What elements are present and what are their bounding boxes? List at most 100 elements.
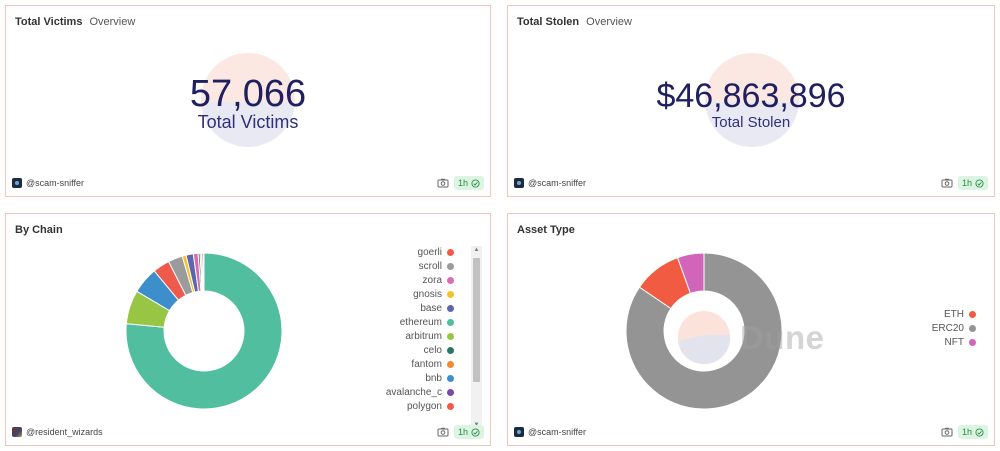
legend-item-polygon[interactable]: polygon: [407, 401, 454, 412]
legend-swatch: [447, 319, 454, 326]
legend-item-nft[interactable]: NFT: [945, 337, 976, 348]
asset-legend: ETH ERC20 NFT: [932, 309, 976, 348]
overview-tab[interactable]: Overview: [586, 16, 632, 28]
legend-label: goerli: [417, 247, 442, 258]
legend-label: ethereum: [399, 317, 442, 328]
card-header: By Chain: [15, 224, 63, 236]
legend-item-scroll[interactable]: scroll: [419, 261, 454, 272]
center-overlay: [678, 311, 731, 365]
card-footer-actions: 1h: [941, 425, 988, 439]
card-footer-actions: 1h: [941, 176, 988, 190]
legend-label: zora: [422, 275, 442, 286]
legend-swatch: [969, 311, 976, 318]
scroll-thumb[interactable]: [473, 258, 480, 382]
legend-item-bnb[interactable]: bnb: [425, 373, 454, 384]
counter-value: 57,066: [189, 73, 307, 115]
card-header: Asset Type: [517, 224, 575, 236]
legend-swatch: [447, 361, 454, 368]
camera-icon[interactable]: [437, 177, 449, 189]
legend-label: celo: [423, 345, 442, 356]
counter-label: Total Victims: [197, 112, 299, 132]
total-victims-card: Total Victims Overview 57,066 Total Vict…: [5, 5, 491, 197]
legend-item-base[interactable]: base: [420, 303, 454, 314]
legend-item-zora[interactable]: zora: [423, 275, 454, 286]
legend-item-erc20[interactable]: ERC20: [932, 323, 976, 334]
legend-swatch: [447, 291, 454, 298]
freshness-label: 1h: [457, 427, 468, 437]
card-header: Total Stolen Overview: [517, 16, 632, 28]
camera-icon[interactable]: [941, 426, 953, 438]
legend-label: gnosis: [413, 289, 442, 300]
legend-scrollbar[interactable]: ▲ ▼: [471, 246, 482, 430]
legend-item-eth[interactable]: ETH: [944, 309, 976, 320]
legend-swatch: [447, 333, 454, 340]
legend-item-avalanche-c[interactable]: avalanche_c: [386, 387, 454, 398]
freshness-badge[interactable]: 1h: [453, 425, 484, 439]
card-title[interactable]: Asset Type: [517, 224, 575, 236]
legend-swatch: [969, 325, 976, 332]
freshness-badge[interactable]: 1h: [957, 176, 988, 190]
check-circle-icon: [975, 178, 984, 188]
asset-type-card: Asset Type Dune ETH ERC20 NFT @scam-sniffe…: [507, 213, 995, 446]
asset-donut-chart: [625, 252, 783, 410]
card-title[interactable]: Total Stolen: [517, 16, 580, 28]
legend-label: bnb: [425, 373, 442, 384]
counter-background: [201, 53, 295, 147]
legend-swatch: [447, 305, 454, 312]
freshness-badge[interactable]: 1h: [453, 176, 484, 190]
camera-icon[interactable]: [437, 426, 449, 438]
legend-swatch: [447, 389, 454, 396]
donut-slice-polygon[interactable]: [202, 252, 205, 292]
legend-label: ERC20: [931, 323, 964, 334]
freshness-label: 1h: [457, 178, 468, 188]
legend-label: avalanche_c: [385, 387, 442, 398]
total-stolen-card: Total Stolen Overview $46,863,896 Total …: [507, 5, 995, 197]
counter-value: $46,863,896: [656, 77, 846, 115]
legend-label: arbitrum: [405, 331, 442, 342]
legend-item-fantom[interactable]: fantom: [411, 359, 454, 370]
check-circle-icon: [471, 178, 480, 188]
legend-item-celo[interactable]: celo: [424, 345, 454, 356]
legend-swatch: [447, 403, 454, 410]
counter-visual: 57,066 Total Victims: [6, 6, 490, 196]
query-author-link[interactable]: @resident_wizards: [12, 427, 103, 437]
legend-item-arbitrum[interactable]: arbitrum: [405, 331, 454, 342]
donut-slice-erc20[interactable]: [625, 252, 783, 410]
author-avatar: [12, 178, 22, 188]
counter-visual: $46,863,896 Total Stolen: [508, 6, 994, 196]
donut-slice-nft[interactable]: [676, 252, 705, 295]
card-footer-actions: 1h: [437, 425, 484, 439]
legend-swatch: [447, 249, 454, 256]
legend-label: polygon: [406, 401, 442, 412]
legend-label: NFT: [944, 337, 964, 348]
legend-swatch: [447, 375, 454, 382]
legend-swatch: [447, 347, 454, 354]
counter-label: Total Stolen: [711, 114, 791, 131]
legend-label: ETH: [944, 309, 964, 320]
legend-swatch: [969, 339, 976, 346]
legend-swatch: [447, 277, 454, 284]
donut-slice-ethereum[interactable]: [125, 252, 283, 410]
query-author-link[interactable]: @scam-sniffer: [12, 178, 84, 188]
legend-label: fantom: [411, 359, 442, 370]
overview-tab[interactable]: Overview: [89, 16, 136, 28]
camera-icon[interactable]: [941, 177, 953, 189]
legend-item-ethereum[interactable]: ethereum: [400, 317, 454, 328]
legend-swatch: [447, 263, 454, 270]
check-circle-icon: [471, 427, 480, 437]
legend-item-goerli[interactable]: goerli: [418, 247, 454, 258]
dune-watermark: Dune: [740, 319, 825, 356]
author-avatar: [514, 178, 524, 188]
author-name: @resident_wizards: [26, 427, 103, 437]
author-avatar: [12, 427, 22, 437]
card-title[interactable]: By Chain: [15, 224, 63, 236]
card-title[interactable]: Total Victims: [15, 16, 83, 28]
scroll-up-arrow-icon[interactable]: ▲: [473, 247, 480, 253]
author-name: @scam-sniffer: [528, 427, 586, 437]
query-author-link[interactable]: @scam-sniffer: [514, 178, 586, 188]
query-author-link[interactable]: @scam-sniffer: [514, 427, 586, 437]
author-name: @scam-sniffer: [26, 178, 84, 188]
freshness-badge[interactable]: 1h: [957, 425, 988, 439]
legend-item-gnosis[interactable]: gnosis: [413, 289, 454, 300]
author-avatar: [514, 427, 524, 437]
